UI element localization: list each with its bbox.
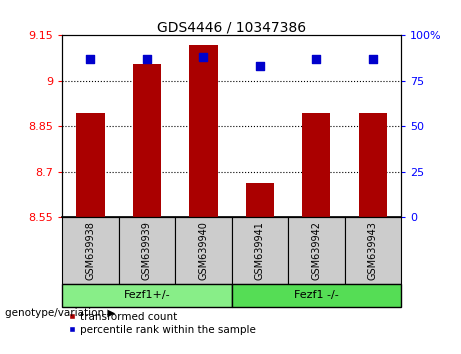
Bar — [359, 113, 387, 217]
Bar — [118, 217, 175, 284]
Bar — [302, 113, 331, 217]
Text: GSM639940: GSM639940 — [198, 221, 208, 280]
Text: GSM639942: GSM639942 — [311, 221, 321, 280]
Text: Fezf1 -/-: Fezf1 -/- — [294, 290, 339, 300]
Bar — [62, 284, 231, 307]
Point — [256, 63, 264, 69]
Text: GSM639943: GSM639943 — [368, 221, 378, 280]
Point — [369, 56, 377, 62]
Text: genotype/variation ▶: genotype/variation ▶ — [5, 308, 115, 318]
Bar — [133, 64, 161, 217]
Bar — [175, 217, 231, 284]
Bar — [189, 45, 218, 217]
Bar — [77, 113, 105, 217]
Legend: transformed count, percentile rank within the sample: transformed count, percentile rank withi… — [67, 312, 256, 335]
Bar — [231, 284, 401, 307]
Text: Fezf1+/-: Fezf1+/- — [124, 290, 170, 300]
Title: GDS4446 / 10347386: GDS4446 / 10347386 — [157, 20, 306, 34]
Bar — [344, 217, 401, 284]
Text: GSM639941: GSM639941 — [255, 221, 265, 280]
Bar — [288, 217, 344, 284]
Text: GSM639939: GSM639939 — [142, 221, 152, 280]
Point — [87, 56, 94, 62]
Bar — [246, 183, 274, 217]
Text: GSM639938: GSM639938 — [85, 221, 95, 280]
Bar — [231, 217, 288, 284]
Bar — [62, 217, 118, 284]
Point — [313, 56, 320, 62]
Point — [143, 56, 151, 62]
Point — [200, 55, 207, 60]
